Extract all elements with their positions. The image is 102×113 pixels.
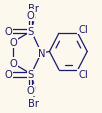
Text: Cl: Cl (78, 70, 88, 80)
Text: O: O (9, 58, 17, 68)
Text: O: O (27, 11, 34, 21)
Text: S: S (27, 70, 34, 80)
Text: O: O (9, 38, 17, 48)
Text: Cl: Cl (78, 24, 88, 34)
Text: S: S (27, 27, 34, 37)
Text: Br: Br (28, 98, 39, 108)
Text: N: N (38, 48, 46, 58)
Text: O: O (27, 85, 34, 95)
Text: O: O (4, 70, 12, 80)
Text: O: O (4, 27, 12, 37)
Text: Br: Br (28, 4, 39, 14)
